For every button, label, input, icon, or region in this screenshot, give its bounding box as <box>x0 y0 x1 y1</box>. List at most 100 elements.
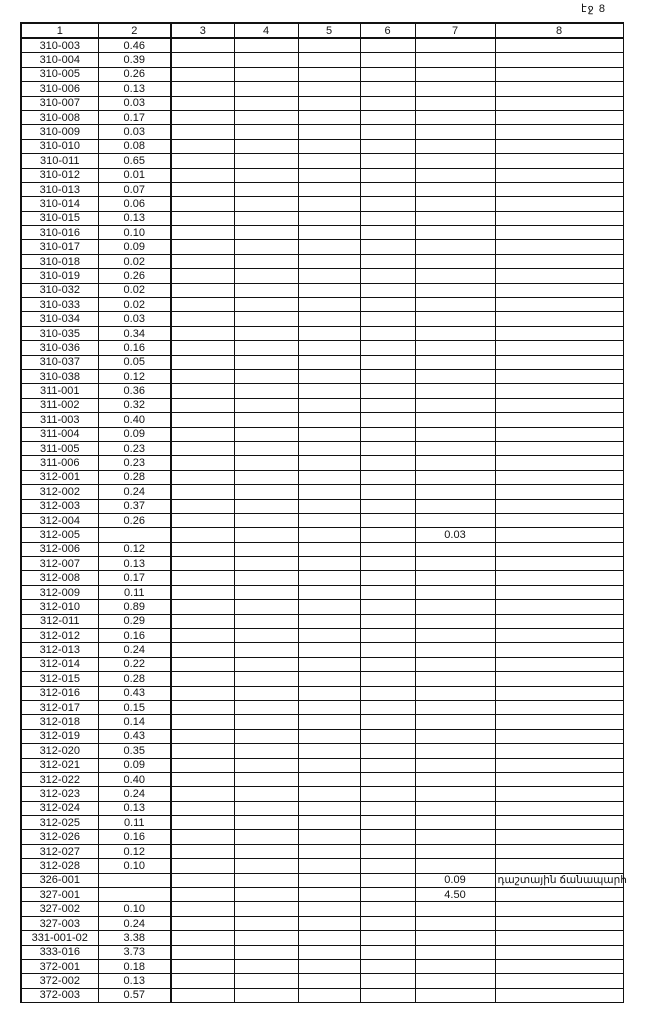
cell-col-3 <box>170 455 235 471</box>
cell-col-1: 333-016 <box>20 944 99 961</box>
cell-col-4 <box>233 268 299 284</box>
cell-col-2: 0.02 <box>97 297 172 313</box>
cell-col-8 <box>494 37 624 54</box>
cell-col-3 <box>170 282 235 299</box>
cell-col-2: 0.39 <box>97 52 172 68</box>
cell-col-5 <box>297 858 361 874</box>
table-row: 312-013 0.24 <box>20 642 624 658</box>
cell-col-2: 0.12 <box>97 843 172 860</box>
cell-col-7: 4.50 <box>414 887 496 903</box>
table-row: 312-003 0.37 <box>20 498 624 514</box>
cell-col-5 <box>297 872 361 889</box>
cell-col-7 <box>414 556 496 572</box>
cell-col-3 <box>170 771 235 788</box>
cell-col-7 <box>414 153 496 169</box>
cell-col-8 <box>494 455 624 471</box>
cell-col-2: 0.06 <box>97 196 172 212</box>
cell-col-3 <box>170 541 235 558</box>
cell-col-6 <box>359 498 416 514</box>
cell-col-3 <box>170 52 235 68</box>
cell-col-6 <box>359 455 416 471</box>
cell-col-7 <box>414 109 496 126</box>
cell-col-4 <box>233 440 299 457</box>
cell-col-5 <box>297 556 361 572</box>
cell-col-8 <box>494 628 624 644</box>
table-row: 310-013 0.07 <box>20 181 624 198</box>
cell-col-8 <box>494 642 624 658</box>
column-header-3: 3 <box>170 22 235 39</box>
cell-col-6 <box>359 656 416 673</box>
cell-col-6 <box>359 843 416 860</box>
cell-col-8 <box>494 440 624 457</box>
cell-col-1: 312-026 <box>20 829 99 845</box>
cell-col-4 <box>233 757 299 773</box>
cell-col-8 <box>494 498 624 514</box>
cell-col-8 <box>494 671 624 687</box>
cell-col-1: 310-013 <box>20 181 99 198</box>
cell-col-8 <box>494 484 624 500</box>
cell-col-7 <box>414 138 496 155</box>
cell-col-8 <box>494 843 624 860</box>
cell-col-2: 0.57 <box>97 987 172 1004</box>
cell-col-1: 311-002 <box>20 397 99 414</box>
cell-col-1: 311-003 <box>20 412 99 428</box>
cell-col-5 <box>297 656 361 673</box>
cell-col-3 <box>170 642 235 658</box>
cell-col-8 <box>494 728 624 745</box>
cell-col-7 <box>414 699 496 716</box>
table-row: 310-037 0.05 <box>20 354 624 370</box>
cell-col-5 <box>297 498 361 514</box>
cell-col-3 <box>170 440 235 457</box>
cell-col-7: 0.03 <box>414 527 496 543</box>
cell-col-7 <box>414 570 496 586</box>
cell-col-2: 0.89 <box>97 599 172 615</box>
cell-col-2: 0.14 <box>97 714 172 730</box>
cell-col-3 <box>170 138 235 155</box>
cell-col-8 <box>494 930 624 946</box>
cell-col-3 <box>170 181 235 198</box>
cell-col-2: 0.16 <box>97 829 172 845</box>
cell-col-3 <box>170 858 235 874</box>
cell-col-4 <box>233 297 299 313</box>
cell-col-2: 0.29 <box>97 613 172 630</box>
cell-col-2: 0.28 <box>97 469 172 486</box>
cell-col-4 <box>233 210 299 227</box>
cell-col-5 <box>297 109 361 126</box>
cell-col-8 <box>494 469 624 486</box>
cell-col-3 <box>170 829 235 845</box>
cell-col-5 <box>297 628 361 644</box>
cell-col-2: 0.43 <box>97 728 172 745</box>
cell-col-7: 0.09 <box>414 872 496 889</box>
cell-col-3 <box>170 685 235 701</box>
cell-col-7 <box>414 771 496 788</box>
cell-col-8 <box>494 225 624 241</box>
cell-col-5 <box>297 153 361 169</box>
cell-col-4 <box>233 800 299 817</box>
cell-col-6 <box>359 37 416 54</box>
cell-col-1: 310-033 <box>20 297 99 313</box>
cell-col-2: 0.13 <box>97 81 172 97</box>
cell-col-1: 312-005 <box>20 527 99 543</box>
table-row: 310-033 0.02 <box>20 297 624 313</box>
cell-col-6 <box>359 426 416 442</box>
cell-col-6 <box>359 584 416 601</box>
cell-col-6 <box>359 383 416 399</box>
cell-col-3 <box>170 412 235 428</box>
cell-col-8 <box>494 527 624 543</box>
column-header-1: 1 <box>20 22 99 39</box>
table-row: 310-034 0.03 <box>20 311 624 327</box>
table-row: 311-003 0.40 <box>20 412 624 428</box>
table-row: 310-035 0.34 <box>20 325 624 342</box>
cell-col-8 <box>494 541 624 558</box>
cell-col-4 <box>233 138 299 155</box>
cell-col-1: 310-017 <box>20 239 99 255</box>
cell-col-2: 0.17 <box>97 109 172 126</box>
column-header-6: 6 <box>359 22 416 39</box>
cell-col-4 <box>233 253 299 270</box>
cell-col-7 <box>414 973 496 989</box>
cell-col-3 <box>170 628 235 644</box>
cell-col-3 <box>170 239 235 255</box>
cell-col-6 <box>359 253 416 270</box>
cell-col-5 <box>297 253 361 270</box>
cell-col-4 <box>233 728 299 745</box>
